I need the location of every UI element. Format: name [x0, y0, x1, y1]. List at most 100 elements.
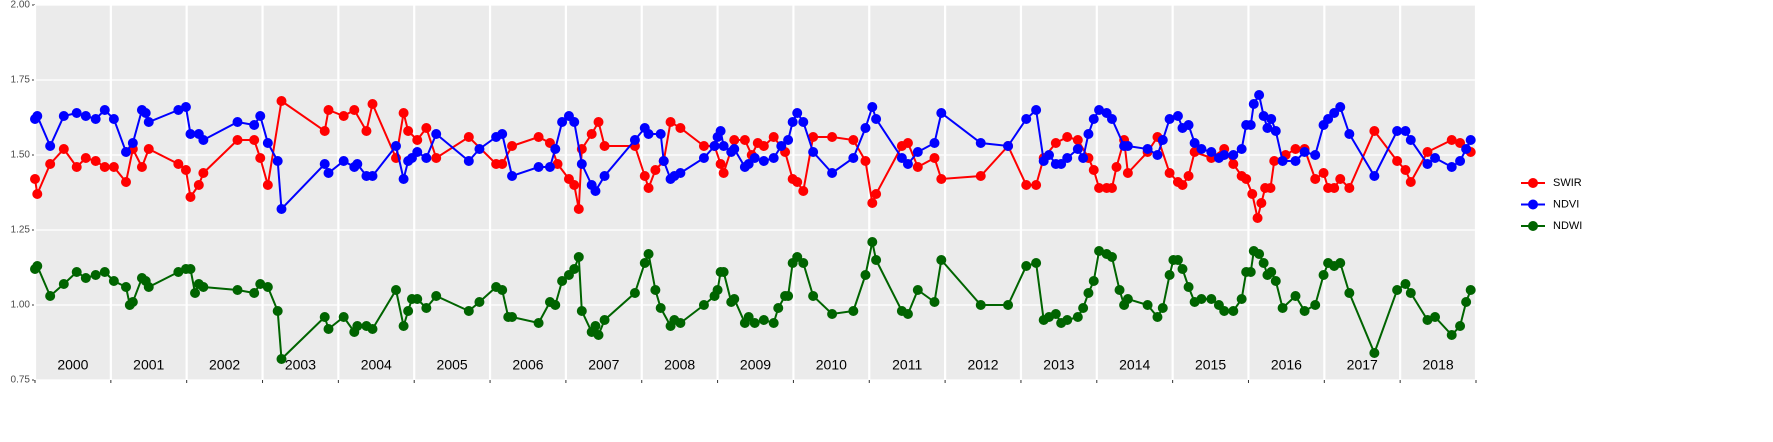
data-point — [1446, 330, 1457, 340]
data-point — [262, 138, 273, 148]
data-point — [929, 153, 940, 163]
year-label: 2011 — [892, 357, 922, 373]
data-point — [30, 174, 40, 184]
data-point — [140, 108, 151, 118]
data-point — [1062, 153, 1073, 163]
data-point — [599, 141, 610, 151]
data-point — [557, 117, 568, 127]
data-point — [871, 255, 882, 265]
data-point — [1269, 156, 1280, 166]
year-label: 2000 — [57, 357, 88, 373]
data-point — [1164, 114, 1175, 124]
data-point — [249, 120, 260, 130]
data-point — [718, 168, 729, 178]
data-point — [1164, 168, 1175, 178]
data-point — [319, 126, 330, 136]
data-point — [698, 141, 709, 151]
data-point — [421, 153, 432, 163]
data-point — [1183, 282, 1194, 292]
data-point — [590, 186, 601, 196]
data-point — [127, 297, 138, 307]
data-point — [1335, 258, 1346, 268]
data-point — [262, 282, 273, 292]
data-point — [860, 156, 871, 166]
data-point — [1072, 135, 1083, 145]
data-point — [58, 111, 69, 121]
data-point — [190, 288, 201, 298]
data-point — [71, 108, 82, 118]
data-point — [121, 177, 132, 187]
data-point — [712, 285, 723, 295]
data-point — [276, 96, 287, 106]
data-point — [552, 159, 563, 169]
data-point — [143, 117, 154, 127]
y-tick-label: 1.25 — [11, 225, 31, 236]
data-point — [232, 135, 243, 145]
data-point — [1266, 114, 1277, 124]
data-point — [729, 144, 740, 154]
data-point — [352, 321, 363, 331]
data-point — [319, 159, 330, 169]
data-point — [412, 294, 423, 304]
data-point — [709, 141, 720, 151]
data-point — [255, 153, 266, 163]
data-point — [1050, 138, 1061, 148]
data-point — [729, 135, 740, 145]
data-point — [1400, 165, 1411, 175]
data-point — [431, 129, 442, 139]
data-point — [1299, 306, 1310, 316]
data-point — [1172, 255, 1183, 265]
data-point — [698, 153, 709, 163]
data-point — [1236, 144, 1247, 154]
data-point — [338, 111, 349, 121]
data-point — [143, 282, 154, 292]
data-point — [185, 129, 196, 139]
data-point — [1083, 288, 1094, 298]
data-point — [1254, 249, 1265, 259]
year-label: 2005 — [437, 357, 468, 373]
data-point — [1172, 111, 1183, 121]
data-point — [463, 132, 474, 142]
data-point — [1254, 90, 1265, 100]
data-point — [463, 306, 474, 316]
data-point — [198, 135, 209, 145]
data-point — [1262, 123, 1273, 133]
data-point — [1106, 252, 1117, 262]
legend-marker — [1528, 221, 1538, 231]
data-point — [698, 300, 709, 310]
data-point — [792, 108, 803, 118]
data-point — [58, 144, 69, 154]
year-label: 2004 — [361, 357, 392, 373]
data-point — [569, 117, 580, 127]
data-point — [573, 252, 584, 262]
data-point — [1196, 144, 1207, 154]
data-point — [1270, 276, 1281, 286]
data-point — [573, 204, 584, 214]
data-point — [272, 306, 283, 316]
data-point — [902, 159, 913, 169]
data-point — [1152, 312, 1163, 322]
data-point — [718, 141, 729, 151]
data-point — [1422, 315, 1433, 325]
data-point — [655, 129, 666, 139]
data-point — [729, 294, 740, 304]
data-point — [323, 324, 334, 334]
data-point — [32, 111, 43, 121]
data-point — [121, 282, 132, 292]
data-point — [1062, 315, 1073, 325]
data-point — [398, 108, 409, 118]
data-point — [1183, 120, 1194, 130]
data-point — [1164, 270, 1175, 280]
data-point — [715, 159, 726, 169]
data-point — [403, 306, 414, 316]
data-point — [1245, 120, 1256, 130]
data-point — [1021, 114, 1032, 124]
data-point — [127, 138, 138, 148]
data-point — [1219, 306, 1230, 316]
data-point — [848, 135, 859, 145]
data-point — [665, 117, 676, 127]
data-point — [398, 321, 409, 331]
data-point — [749, 153, 760, 163]
data-point — [1114, 285, 1125, 295]
data-point — [1465, 135, 1476, 145]
